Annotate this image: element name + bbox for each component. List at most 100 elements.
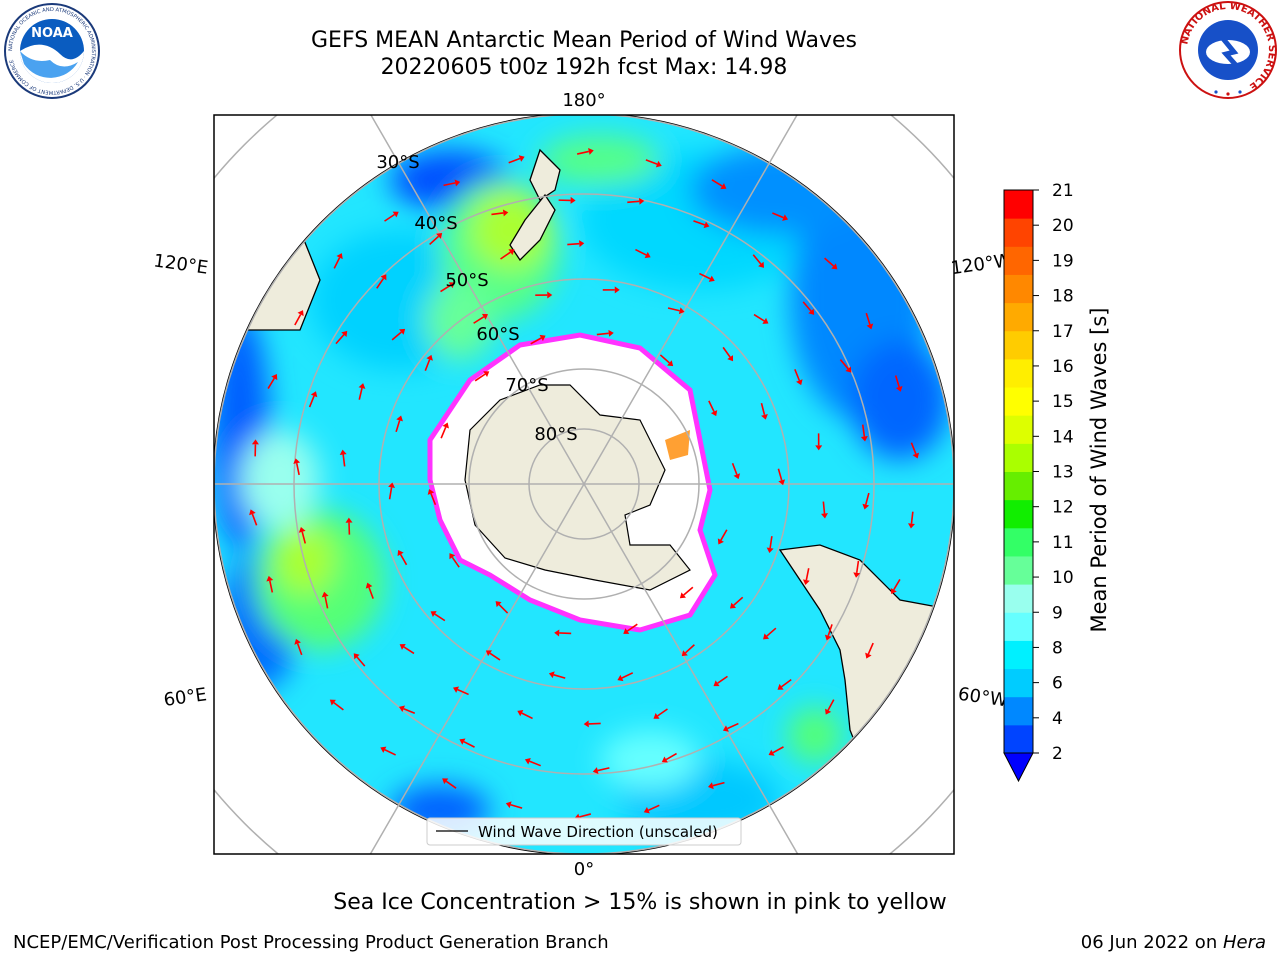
- wind-wave-arrow: [358, 383, 366, 400]
- colorbar-tick-label: 11: [1052, 533, 1074, 553]
- latitude-label: 80°S: [534, 424, 577, 445]
- wind-wave-arrow: [294, 638, 303, 656]
- wind-wave-arrow: [890, 579, 901, 595]
- wind-wave-arrow: [440, 422, 449, 439]
- wind-wave-arrow: [554, 629, 572, 637]
- colorbar-segment: [1004, 499, 1033, 529]
- wind-wave-arrow: [388, 482, 396, 500]
- colorbar-segment: [1004, 612, 1033, 641]
- colorbar-tick-label: 21: [1052, 181, 1074, 201]
- wind-wave-arrow: [794, 369, 803, 386]
- land-new-zealand-north: [529, 148, 561, 201]
- wind-wave-arrow: [399, 705, 416, 715]
- wind-wave-arrow: [443, 179, 461, 187]
- wind-wave-arrow: [908, 511, 915, 529]
- wind-wave-arrow: [772, 212, 789, 221]
- colorbar-segment: [1004, 584, 1033, 613]
- meridian-line: [583, 115, 798, 485]
- wind-wave-arrow: [508, 155, 525, 164]
- noaa-logo-text: NOAA: [31, 26, 73, 41]
- footer-date-text: 06 Jun 2022 on: [1080, 932, 1223, 953]
- latitude-label: 50°S: [445, 270, 488, 291]
- wind-wave-arrow: [910, 442, 920, 459]
- wind-wave-arrow: [708, 781, 725, 790]
- wind-wave-arrow: [384, 211, 399, 222]
- wind-wave-arrow: [339, 449, 347, 467]
- wind-wave-arrow: [679, 586, 694, 599]
- wind-wave-arrow: [766, 536, 774, 554]
- wind-wave-arrow: [768, 746, 784, 756]
- colorbar-segment: [1004, 330, 1033, 360]
- wind-wave-arrow: [576, 148, 594, 155]
- wind-wave-arrow: [667, 307, 685, 315]
- wind-wave-arrow: [729, 596, 744, 609]
- colorbar-tick-label: 17: [1052, 322, 1074, 342]
- wind-wave-arrow: [802, 568, 810, 585]
- colorbar: [1003, 189, 1034, 783]
- chart-subtitle: 20220605 t00z 192h fcst Max: 14.98: [380, 55, 788, 80]
- colorbar-segment: [1004, 527, 1033, 557]
- wind-wave-arrow: [567, 240, 585, 248]
- wind-wave-arrow: [722, 346, 734, 362]
- wind-wave-arrow: [353, 653, 366, 667]
- wind-wave-arrow: [505, 801, 523, 809]
- wind-wave-arrow: [760, 403, 768, 420]
- wind-wave-arrow: [708, 400, 718, 417]
- wind-wave-arrow: [442, 778, 457, 789]
- wind-wave-arrow: [249, 509, 258, 526]
- wind-wave-arrow: [427, 488, 437, 506]
- wind-wave-arrow: [500, 249, 515, 260]
- wind-wave-arrow: [495, 601, 509, 614]
- meridian-line: [370, 115, 585, 485]
- colorbar-segment: [1004, 218, 1033, 247]
- wind-wave-arrow: [429, 232, 443, 246]
- wind-wave-arrow: [681, 644, 695, 657]
- wind-wave-arrow: [399, 643, 415, 655]
- wind-wave-arrow: [530, 334, 546, 345]
- wind-wave-arrow: [596, 329, 614, 337]
- map-legend: Wind Wave Direction (unscaled): [426, 817, 742, 846]
- wind-wave-arrow: [583, 720, 601, 728]
- wind-wave-arrow: [440, 282, 455, 293]
- wind-wave-arrow: [524, 758, 541, 767]
- colorbar-tick-label: 20: [1052, 216, 1074, 236]
- wind-wave-arrow: [293, 458, 301, 476]
- wind-wave-arrow: [617, 672, 634, 682]
- colorbar-segment: [1004, 387, 1033, 416]
- wind-wave-arrow: [722, 722, 739, 732]
- wind-wave-arrow: [430, 611, 446, 622]
- wind-wave-arrow: [391, 328, 406, 341]
- wind-wave-arrow: [752, 254, 765, 268]
- footer-host: Hera: [1222, 932, 1266, 953]
- wind-wave-arrow: [602, 286, 620, 294]
- graticule: [214, 115, 954, 854]
- wind-wave-arrow: [825, 699, 835, 715]
- colorbar-segment: [1004, 443, 1033, 472]
- wind-wave-arrow: [395, 415, 403, 433]
- wind-wave-arrow: [763, 627, 777, 640]
- wind-wave-arrow: [777, 679, 792, 690]
- colorbar-segment: [1004, 724, 1033, 754]
- wind-wave-arrow: [485, 650, 501, 661]
- wind-wave-arrow: [713, 675, 728, 687]
- meridian-label-180: 180°: [562, 90, 605, 111]
- colorbar-tick-label: 8: [1052, 638, 1063, 658]
- wind-wave-arrow: [711, 179, 727, 190]
- colorbar-tick-label: 15: [1052, 392, 1074, 412]
- wind-wave-arrow: [894, 375, 903, 392]
- wind-wave-arrow: [777, 468, 786, 486]
- colorbar-segment: [1004, 274, 1033, 304]
- wind-wave-arrow: [308, 391, 318, 408]
- legend-text: Wind Wave Direction (unscaled): [478, 823, 718, 841]
- wind-wave-arrow: [376, 274, 387, 289]
- wind-wave-arrow: [659, 354, 674, 367]
- colorbar-tick-label: 18: [1052, 287, 1074, 307]
- colorbar-tick-label: 14: [1052, 427, 1074, 447]
- wind-wave-arrow: [424, 354, 433, 371]
- wind-wave-arrow: [335, 330, 348, 345]
- wind-wave-arrow: [635, 248, 651, 259]
- wind-wave-arrow: [653, 708, 668, 719]
- meridian-label-60e: 60°E: [162, 684, 208, 711]
- colorbar-segment: [1004, 640, 1033, 670]
